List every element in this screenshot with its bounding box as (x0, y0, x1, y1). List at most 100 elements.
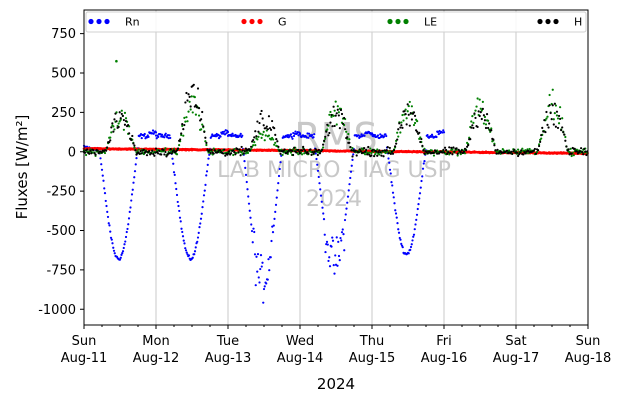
h-point (471, 124, 474, 127)
rn-point (112, 249, 116, 252)
le-point (508, 149, 511, 152)
rn-point (169, 136, 172, 140)
h-point (570, 152, 573, 155)
rn-point (390, 181, 393, 184)
rn-point (346, 195, 350, 198)
rn-point (415, 218, 418, 221)
h-point (100, 151, 103, 154)
h-point (223, 148, 226, 151)
h-point (464, 149, 468, 152)
rn-point (247, 202, 251, 205)
rn-point (250, 223, 253, 226)
rn-point (269, 256, 272, 259)
rn-point (411, 239, 414, 242)
le-point (181, 124, 184, 127)
h-point (538, 144, 541, 148)
rn-point (307, 132, 311, 135)
le-point (361, 148, 365, 151)
le-point (190, 95, 193, 98)
rn-point (347, 189, 350, 192)
h-point (134, 149, 137, 152)
x-tick-label-day: Wed (286, 334, 314, 349)
rn-point (421, 175, 424, 178)
rn-point (333, 272, 336, 275)
h-point (448, 146, 451, 149)
h-point (122, 118, 125, 122)
rn-point (259, 267, 262, 271)
h-point (399, 126, 402, 129)
legend-marker (395, 18, 401, 25)
rn-point (412, 235, 415, 238)
h-point (303, 148, 306, 151)
h-point (512, 150, 515, 153)
rn-point (331, 236, 334, 239)
h-point (151, 149, 154, 152)
rn-point (394, 209, 397, 212)
x-tick-label-day: Tue (216, 334, 239, 349)
h-point (419, 140, 422, 144)
le-point (117, 122, 120, 125)
rn-point (266, 278, 269, 281)
h-point (204, 136, 207, 139)
legend-marker (257, 18, 263, 25)
le-point (303, 152, 306, 155)
h-point (230, 152, 233, 155)
rn-point (289, 133, 293, 136)
h-point (226, 152, 230, 155)
h-point (540, 134, 543, 137)
h-point (470, 126, 473, 129)
h-point (337, 114, 340, 117)
rn-point (248, 209, 251, 212)
x-tick-label-day: Sun (72, 334, 97, 349)
le-point (186, 120, 189, 123)
h-point (186, 99, 189, 102)
h-point (335, 112, 338, 115)
rn-point (349, 170, 353, 173)
le-point (348, 138, 351, 141)
h-point (313, 150, 316, 153)
le-point (109, 136, 112, 139)
h-point (438, 152, 441, 155)
le-point (254, 144, 257, 147)
h-point (445, 148, 448, 152)
h-point (297, 148, 300, 152)
h-point (239, 154, 242, 157)
le-point (246, 151, 250, 155)
rn-point (437, 132, 440, 136)
h-point (549, 111, 552, 115)
rn-point (203, 189, 206, 192)
rn-point (376, 134, 380, 137)
legend-marker (241, 18, 247, 25)
rn-point (320, 200, 323, 203)
data-points (82, 59, 589, 304)
rn-point (315, 157, 318, 161)
h-point (194, 104, 197, 107)
h-point (278, 149, 281, 152)
le-point (118, 120, 121, 123)
le-point (404, 108, 407, 111)
le-point (326, 128, 329, 131)
h-point (351, 155, 354, 158)
h-point (157, 152, 160, 155)
le-point (194, 113, 197, 116)
le-point (324, 137, 327, 140)
rn-point (255, 255, 258, 258)
le-point (183, 116, 186, 119)
le-point (336, 105, 339, 108)
rn-point (147, 135, 150, 139)
h-point (442, 148, 445, 151)
h-point (338, 127, 341, 130)
rn-point (187, 254, 191, 257)
h-point (553, 102, 556, 105)
le-point (328, 113, 331, 116)
le-point (122, 128, 125, 131)
h-point (222, 152, 225, 155)
h-point (216, 151, 220, 154)
rn-point (277, 182, 280, 185)
h-point (552, 123, 555, 126)
h-point (487, 126, 490, 130)
h-point (580, 147, 583, 150)
rn-point (391, 191, 395, 194)
h-point (168, 152, 171, 155)
h-point (381, 149, 384, 152)
